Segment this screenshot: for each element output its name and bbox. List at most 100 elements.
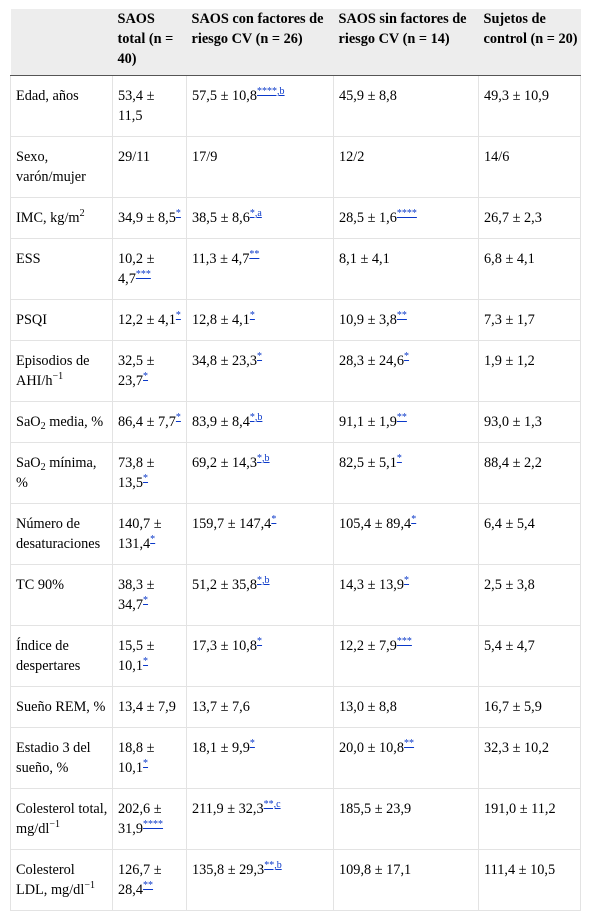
data-table: SAOS total (n = 40) SAOS con factores de… — [10, 9, 581, 911]
cell-value: 83,9 ± 8,4 — [192, 414, 250, 430]
footnote-link[interactable]: * — [396, 453, 402, 464]
footnote-link[interactable]: ** — [404, 738, 415, 749]
header-cell-saos-con-riesgo: SAOS con factores de riesgo CV (n = 26) — [186, 9, 334, 76]
cell-value: 38,5 ± 8,6 — [192, 210, 250, 226]
table-cell: 14/6 — [478, 136, 581, 198]
table-row: Edad, años 53,4 ± 11,5 57,5 ± 10,8****,b 45… — [10, 75, 581, 137]
row-label-text: SaO — [16, 455, 41, 471]
table-cell: 202,6 ± 31,9**** — [112, 788, 187, 850]
table-cell: 2,5 ± 3,8 — [478, 564, 581, 626]
cell-value: 111,4 ± 10,5 — [484, 862, 556, 878]
footnote-link[interactable]: * — [150, 534, 156, 545]
row-label: IMC, kg/m2 — [10, 197, 113, 239]
table-row: SaO2 media, % 86,4 ± 7,7* 83,9 ± 8,4*,b 91,… — [10, 401, 581, 443]
footnote-link[interactable]: **,b — [264, 860, 282, 871]
table-cell: 191,0 ± 11,2 — [478, 788, 581, 850]
footnote-link[interactable]: *,b — [249, 412, 263, 423]
footnote-link[interactable]: ****,b — [257, 86, 285, 97]
footnote-link[interactable]: * — [249, 738, 255, 749]
row-label-rest: mínima, % — [16, 455, 97, 491]
row-label-text: Índice de despertares — [16, 638, 81, 674]
table-cell: 109,8 ± 17,1 — [333, 849, 479, 911]
table-row: Sexo, varón/mujer 29/11 17/9 12/2 14/6 — [10, 136, 581, 198]
table-cell: 28,3 ± 24,6* — [333, 340, 479, 402]
cell-value: 49,3 ± 10,9 — [484, 88, 550, 104]
table-row: PSQI 12,2 ± 4,1* 12,8 ± 4,1* 10,9 ± 3,8** 7,… — [10, 299, 581, 341]
footnote-link[interactable]: * — [257, 636, 263, 647]
footnote-link[interactable]: * — [143, 473, 149, 484]
footnote-link[interactable]: * — [404, 351, 410, 362]
footnote-link[interactable]: *,b — [257, 453, 270, 464]
table-cell: 8,1 ± 4,1 — [333, 238, 479, 300]
footnote-link[interactable]: ** — [249, 249, 260, 260]
row-label-text: Colesterol total, mg/dl — [16, 801, 108, 837]
table-cell: 13,7 ± 7,6 — [186, 686, 334, 728]
cell-value: 45,9 ± 8,8 — [339, 88, 397, 104]
footnote-link[interactable]: ** — [143, 880, 154, 891]
footnote-link[interactable]: * — [175, 310, 181, 321]
cell-value: 11,3 ± 4,7 — [192, 251, 250, 267]
cell-value: 28,3 ± 24,6 — [339, 353, 405, 369]
footnote-link[interactable]: **** — [396, 208, 417, 219]
footnote-link[interactable]: * — [249, 310, 255, 321]
footnote-link[interactable]: * — [271, 514, 277, 525]
cell-value: 86,4 ± 7,7 — [118, 414, 176, 430]
cell-value: 6,4 ± 5,4 — [484, 516, 535, 532]
table-cell: 185,5 ± 23,9 — [333, 788, 479, 850]
row-label: Colesterol total, mg/dl−1 — [10, 788, 113, 850]
table-cell: 105,4 ± 89,4* — [333, 503, 479, 565]
row-label-text: Sexo, varón/mujer — [16, 149, 86, 185]
footnote-link[interactable]: * — [404, 575, 410, 586]
row-label: Número de desaturaciones — [10, 503, 113, 565]
footnote-link[interactable]: *,a — [249, 208, 262, 219]
footnote-link[interactable]: * — [175, 412, 181, 423]
footnote-link[interactable]: * — [143, 656, 149, 667]
cell-value: 12,8 ± 4,1 — [192, 312, 250, 328]
header-cell-control: Sujetos de control (n = 20) — [478, 9, 581, 76]
table-row: Número de desaturaciones 140,7 ± 131,4* 15… — [10, 503, 581, 565]
footnote-link[interactable]: ** — [396, 412, 407, 423]
footnote-link[interactable]: * — [143, 371, 149, 382]
table-cell: 91,1 ± 1,9** — [333, 401, 479, 443]
table-cell: 13,4 ± 7,9 — [112, 686, 187, 728]
row-label-text: Estadio 3 del sueño, % — [16, 740, 91, 776]
table-cell: 135,8 ± 29,3**,b — [186, 849, 334, 911]
cell-value: 38,3 ± 34,7 — [118, 577, 155, 613]
footnote-link[interactable]: *** — [396, 636, 412, 647]
table-cell: 20,0 ± 10,8** — [333, 727, 479, 789]
table-row: TC 90% 38,3 ± 34,7* 51,2 ± 35,8*,b 14,3 ± 1… — [10, 564, 581, 626]
cell-value: 14,3 ± 13,9 — [339, 577, 405, 593]
table-row: Índice de despertares 15,5 ± 10,1* 17,3 ± … — [10, 625, 581, 687]
footnote-link[interactable]: **** — [143, 819, 164, 830]
footnote-link[interactable]: * — [175, 208, 181, 219]
footnote-link[interactable]: * — [143, 595, 149, 606]
table-cell: 34,9 ± 8,5* — [112, 197, 187, 239]
footnote-link[interactable]: *** — [135, 269, 151, 280]
table-cell: 5,4 ± 4,7 — [478, 625, 581, 687]
footnote-link[interactable]: * — [257, 351, 263, 362]
table-cell: 26,7 ± 2,3 — [478, 197, 581, 239]
table-row: Sueño REM, % 13,4 ± 7,9 13,7 ± 7,6 13,0 ± 8… — [10, 686, 581, 728]
footnote-link[interactable]: ** — [396, 310, 407, 321]
table-cell: 140,7 ± 131,4* — [112, 503, 187, 565]
row-label: Estadio 3 del sueño, % — [10, 727, 113, 789]
cell-value: 135,8 ± 29,3 — [192, 862, 265, 878]
cell-value: 2,5 ± 3,8 — [484, 577, 535, 593]
row-label-text: ESS — [16, 251, 41, 267]
table-cell: 34,8 ± 23,3* — [186, 340, 334, 402]
table-cell: 10,2 ± 4,7*** — [112, 238, 187, 300]
cell-value: 32,3 ± 10,2 — [484, 740, 550, 756]
cell-value: 1,9 ± 1,2 — [484, 353, 535, 369]
table-cell: 18,1 ± 9,9* — [186, 727, 334, 789]
footnote-link[interactable]: *,b — [257, 575, 270, 586]
table-cell: 53,4 ± 11,5 — [112, 75, 187, 137]
table-cell: 11,3 ± 4,7** — [186, 238, 334, 300]
row-label: SaO2 mínima, % — [10, 442, 113, 504]
footnote-link[interactable]: **,c — [263, 799, 281, 810]
footnote-link[interactable]: * — [411, 514, 417, 525]
footnote-link[interactable]: * — [143, 758, 149, 769]
cell-value: 159,7 ± 147,4 — [192, 516, 272, 532]
table-cell: 88,4 ± 2,2 — [478, 442, 581, 504]
cell-value: 18,1 ± 9,9 — [192, 740, 250, 756]
cell-value: 126,7 ± 28,4 — [118, 862, 162, 898]
